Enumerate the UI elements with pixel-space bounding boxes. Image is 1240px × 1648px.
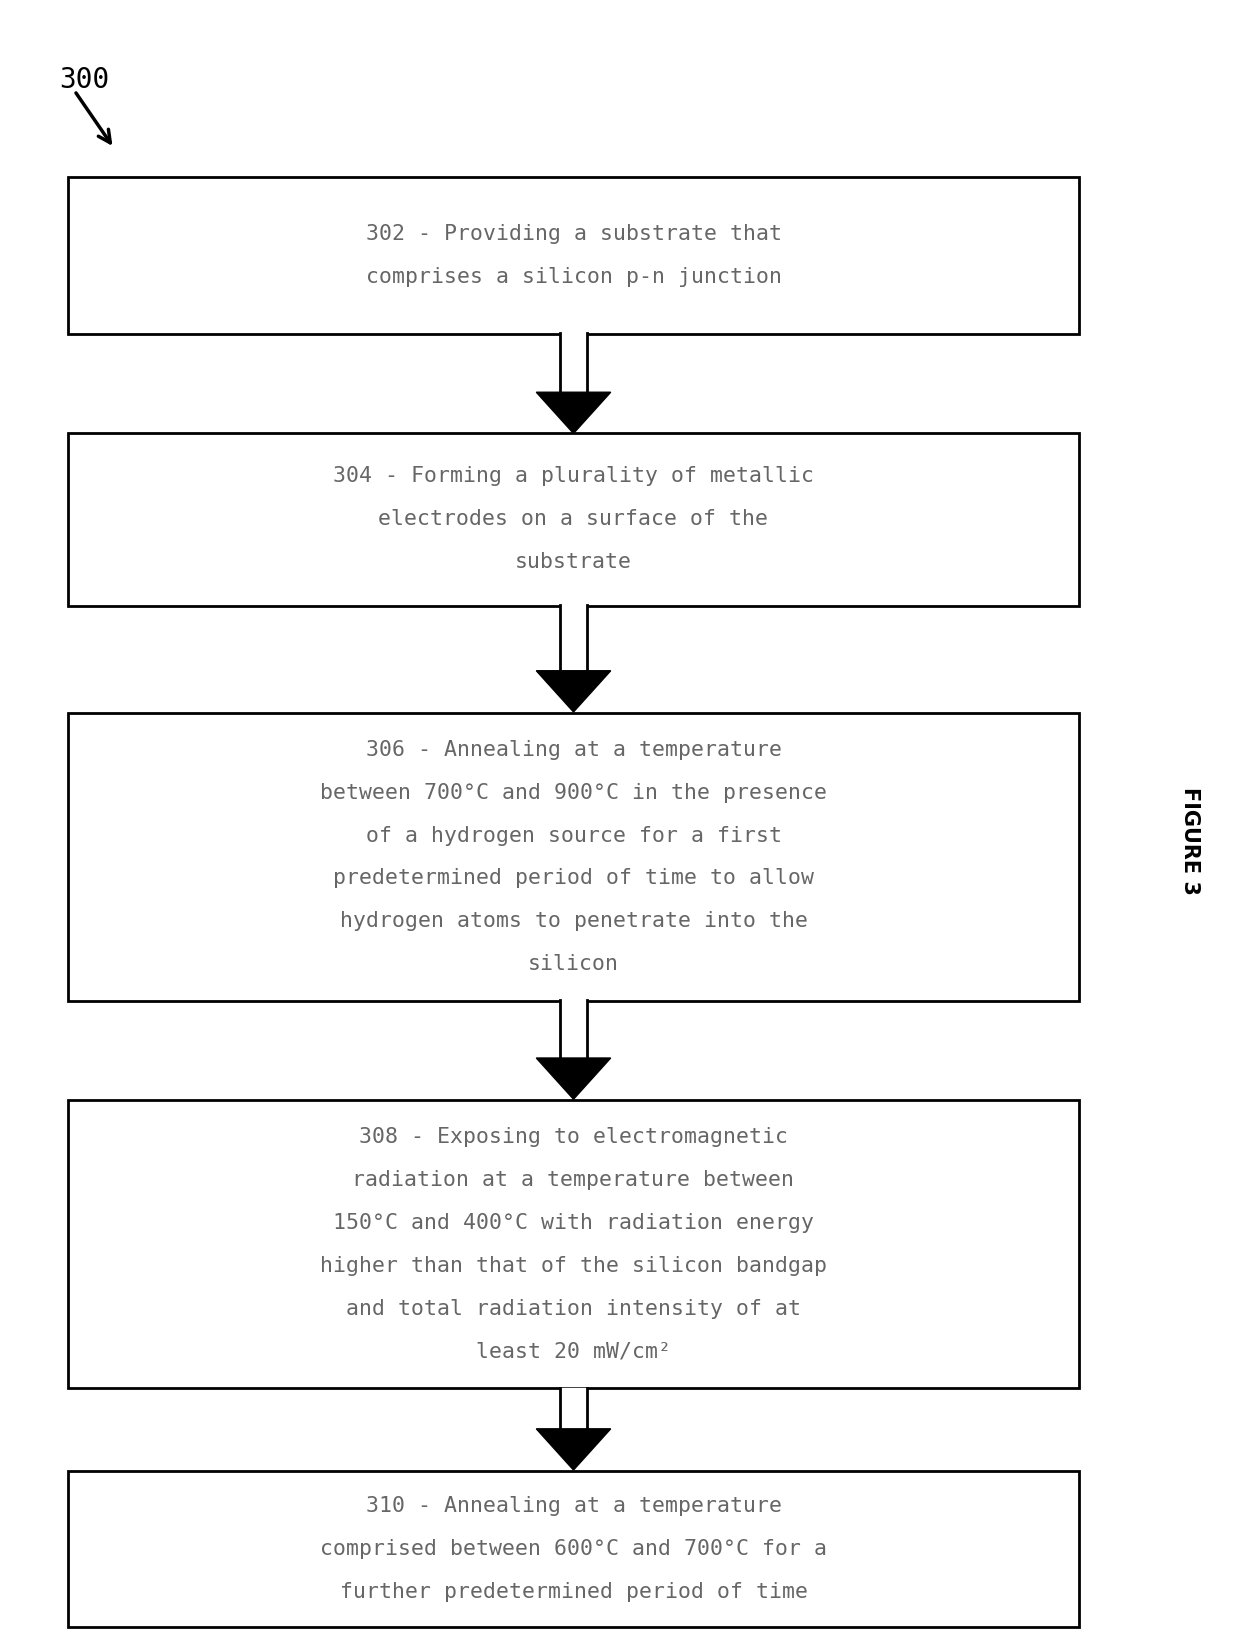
Text: substrate: substrate [515,552,632,572]
Text: 310 - Annealing at a temperature: 310 - Annealing at a temperature [366,1496,781,1516]
Bar [68,178,1079,335]
Text: least 20 mW/cm²: least 20 mW/cm² [476,1341,671,1361]
Text: silicon: silicon [528,954,619,974]
Text: higher than that of the silicon bandgap: higher than that of the silicon bandgap [320,1256,827,1276]
Bar [68,432,1079,605]
Text: comprised between 600°C and 700°C for a: comprised between 600°C and 700°C for a [320,1539,827,1559]
Bar [68,1472,1079,1628]
Text: between 700°C and 900°C in the presence: between 700°C and 900°C in the presence [320,783,827,803]
Text: 308 - Exposing to electromagnetic: 308 - Exposing to electromagnetic [360,1127,787,1147]
Text: electrodes on a surface of the: electrodes on a surface of the [378,509,769,529]
Text: 304 - Forming a plurality of metallic: 304 - Forming a plurality of metallic [334,466,813,486]
Polygon shape [536,1429,611,1470]
Polygon shape [536,671,611,712]
Text: comprises a silicon p-n junction: comprises a silicon p-n junction [366,267,781,287]
Polygon shape [536,1058,611,1099]
Bar [68,714,1079,1002]
Bar [68,1101,1079,1388]
Text: FIGURE 3: FIGURE 3 [1180,786,1200,895]
Text: 300: 300 [60,66,110,94]
Polygon shape [536,392,611,433]
Text: and total radiation intensity of at: and total radiation intensity of at [346,1299,801,1318]
Text: of a hydrogen source for a first: of a hydrogen source for a first [366,826,781,845]
Text: 306 - Annealing at a temperature: 306 - Annealing at a temperature [366,740,781,760]
Text: 302 - Providing a substrate that: 302 - Providing a substrate that [366,224,781,244]
Text: predetermined period of time to allow: predetermined period of time to allow [334,868,813,888]
Text: further predetermined period of time: further predetermined period of time [340,1582,807,1602]
Text: radiation at a temperature between: radiation at a temperature between [352,1170,795,1190]
Text: hydrogen atoms to penetrate into the: hydrogen atoms to penetrate into the [340,911,807,931]
Text: 150°C and 400°C with radiation energy: 150°C and 400°C with radiation energy [334,1213,813,1233]
